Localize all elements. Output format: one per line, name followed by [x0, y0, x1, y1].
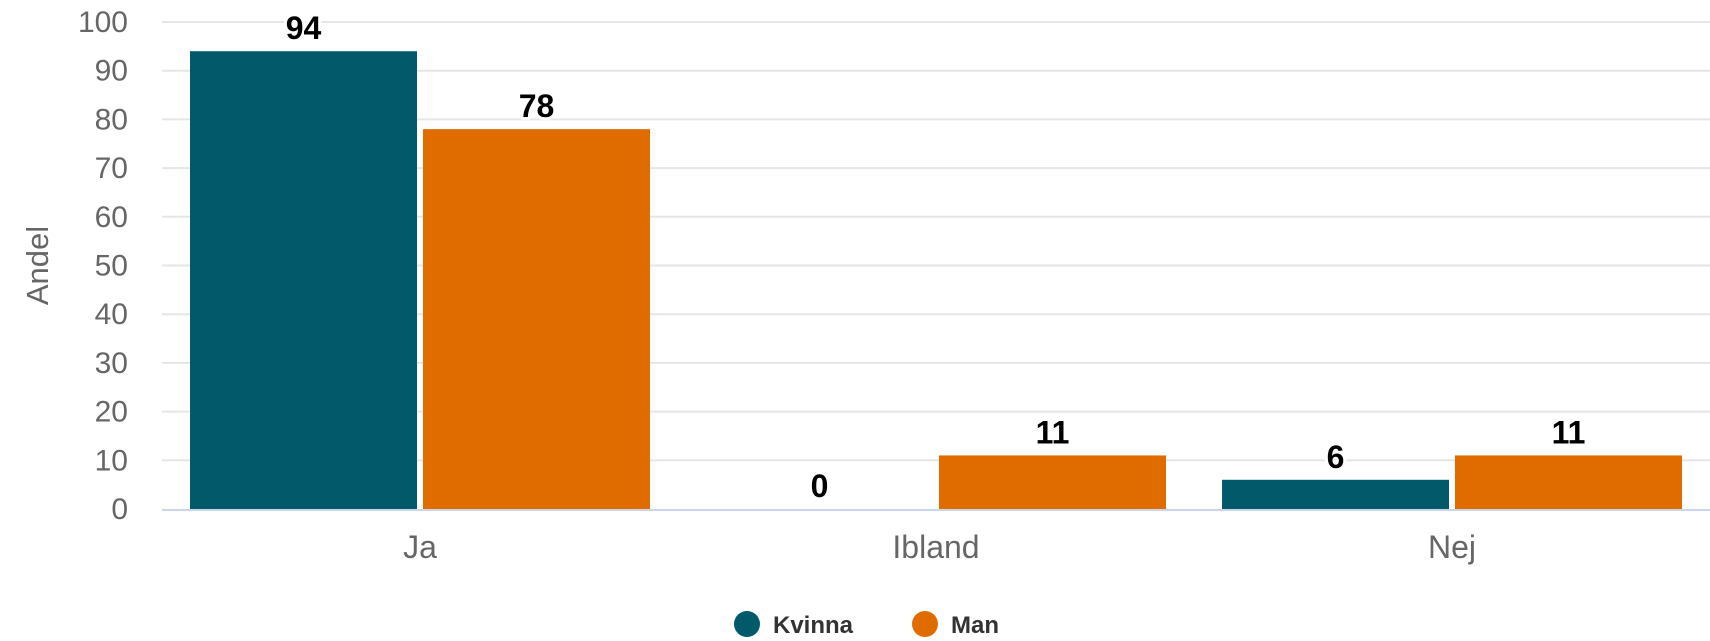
bar-man-nej	[1455, 455, 1682, 509]
data-labels: 94 78 0 11 6 11	[283, 7, 1589, 507]
data-label-man-ibland: 11	[1036, 414, 1070, 450]
x-category-label: Nej	[1428, 529, 1476, 565]
data-label-kvinna-nej: 6	[1327, 439, 1345, 475]
legend-item-kvinna[interactable]: Kvinna	[734, 611, 854, 639]
y-axis-title: Andel	[20, 226, 55, 305]
bars	[190, 51, 1682, 509]
legend-label-kvinna: Kvinna	[773, 612, 854, 639]
y-tick-label: 30	[95, 347, 128, 380]
y-tick-label: 90	[95, 55, 128, 88]
data-label-man-nej: 11	[1552, 414, 1586, 450]
gridlines	[162, 21, 1710, 462]
data-label-kvinna-ja: 94	[286, 10, 322, 46]
legend-label-man: Man	[951, 612, 999, 639]
x-axis-category-labels: Ja Ibland Nej	[403, 529, 1476, 565]
x-category-label: Ja	[403, 529, 437, 565]
y-tick-label: 20	[95, 396, 128, 429]
legend-marker-kvinna	[734, 611, 760, 637]
y-axis-tick-labels: 0 10 20 30 40 50 60 70 80 90 100	[78, 6, 128, 526]
data-label-kvinna-ibland: 0	[811, 468, 829, 504]
y-tick-label: 0	[111, 493, 128, 526]
legend: Kvinna Man	[734, 611, 999, 639]
data-label-man-ja: 78	[519, 88, 555, 124]
legend-marker-man	[912, 611, 938, 637]
y-tick-label: 100	[78, 6, 128, 39]
y-tick-label: 50	[95, 250, 128, 283]
bar-kvinna-nej	[1222, 479, 1449, 509]
legend-item-man[interactable]: Man	[912, 611, 999, 639]
y-tick-label: 70	[95, 152, 128, 185]
y-tick-label: 60	[95, 201, 128, 234]
y-tick-label: 10	[95, 444, 128, 477]
y-tick-label: 40	[95, 298, 128, 331]
bar-man-ja	[423, 129, 650, 509]
x-category-label: Ibland	[892, 529, 979, 565]
bar-kvinna-ja	[190, 51, 417, 509]
bar-man-ibland	[939, 455, 1166, 509]
y-tick-label: 80	[95, 103, 128, 136]
